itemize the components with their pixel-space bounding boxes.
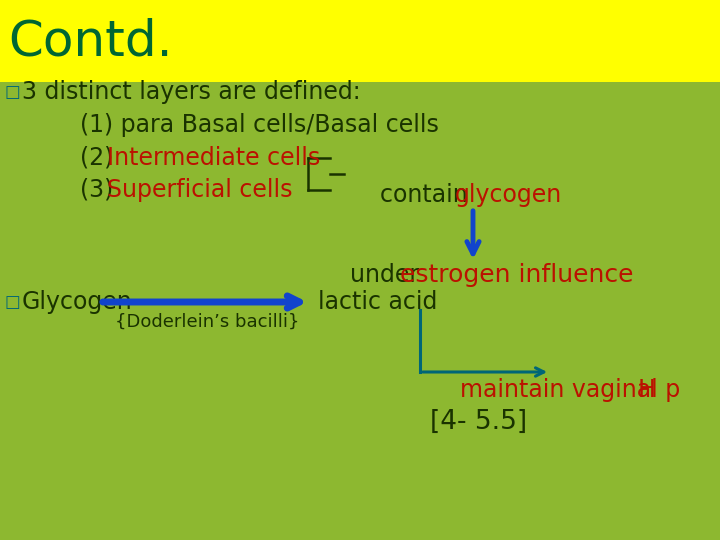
Text: (2): (2) bbox=[80, 146, 121, 170]
Text: 3 distinct layers are defined:: 3 distinct layers are defined: bbox=[22, 80, 361, 104]
Text: glycogen: glycogen bbox=[455, 183, 562, 207]
Text: H: H bbox=[638, 378, 656, 402]
Text: lactic acid: lactic acid bbox=[318, 290, 437, 314]
Text: □: □ bbox=[5, 293, 21, 311]
Text: (3): (3) bbox=[80, 178, 121, 202]
Text: under: under bbox=[350, 263, 427, 287]
Text: [4- 5.5]: [4- 5.5] bbox=[430, 409, 527, 435]
Text: Contd.: Contd. bbox=[8, 17, 173, 65]
Text: Glycogen: Glycogen bbox=[22, 290, 132, 314]
Text: (1) para Basal cells/Basal cells: (1) para Basal cells/Basal cells bbox=[80, 113, 439, 137]
Text: contain: contain bbox=[380, 183, 475, 207]
Text: maintain vaginal p: maintain vaginal p bbox=[460, 378, 680, 402]
Text: {Doderlein’s bacilli}: {Doderlein’s bacilli} bbox=[115, 313, 300, 331]
Bar bbox=[0, 0, 720, 82]
Text: Intermediate cells: Intermediate cells bbox=[107, 146, 320, 170]
Text: □: □ bbox=[5, 83, 21, 101]
Text: Superficial cells: Superficial cells bbox=[107, 178, 292, 202]
Text: estrogen influence: estrogen influence bbox=[400, 263, 634, 287]
